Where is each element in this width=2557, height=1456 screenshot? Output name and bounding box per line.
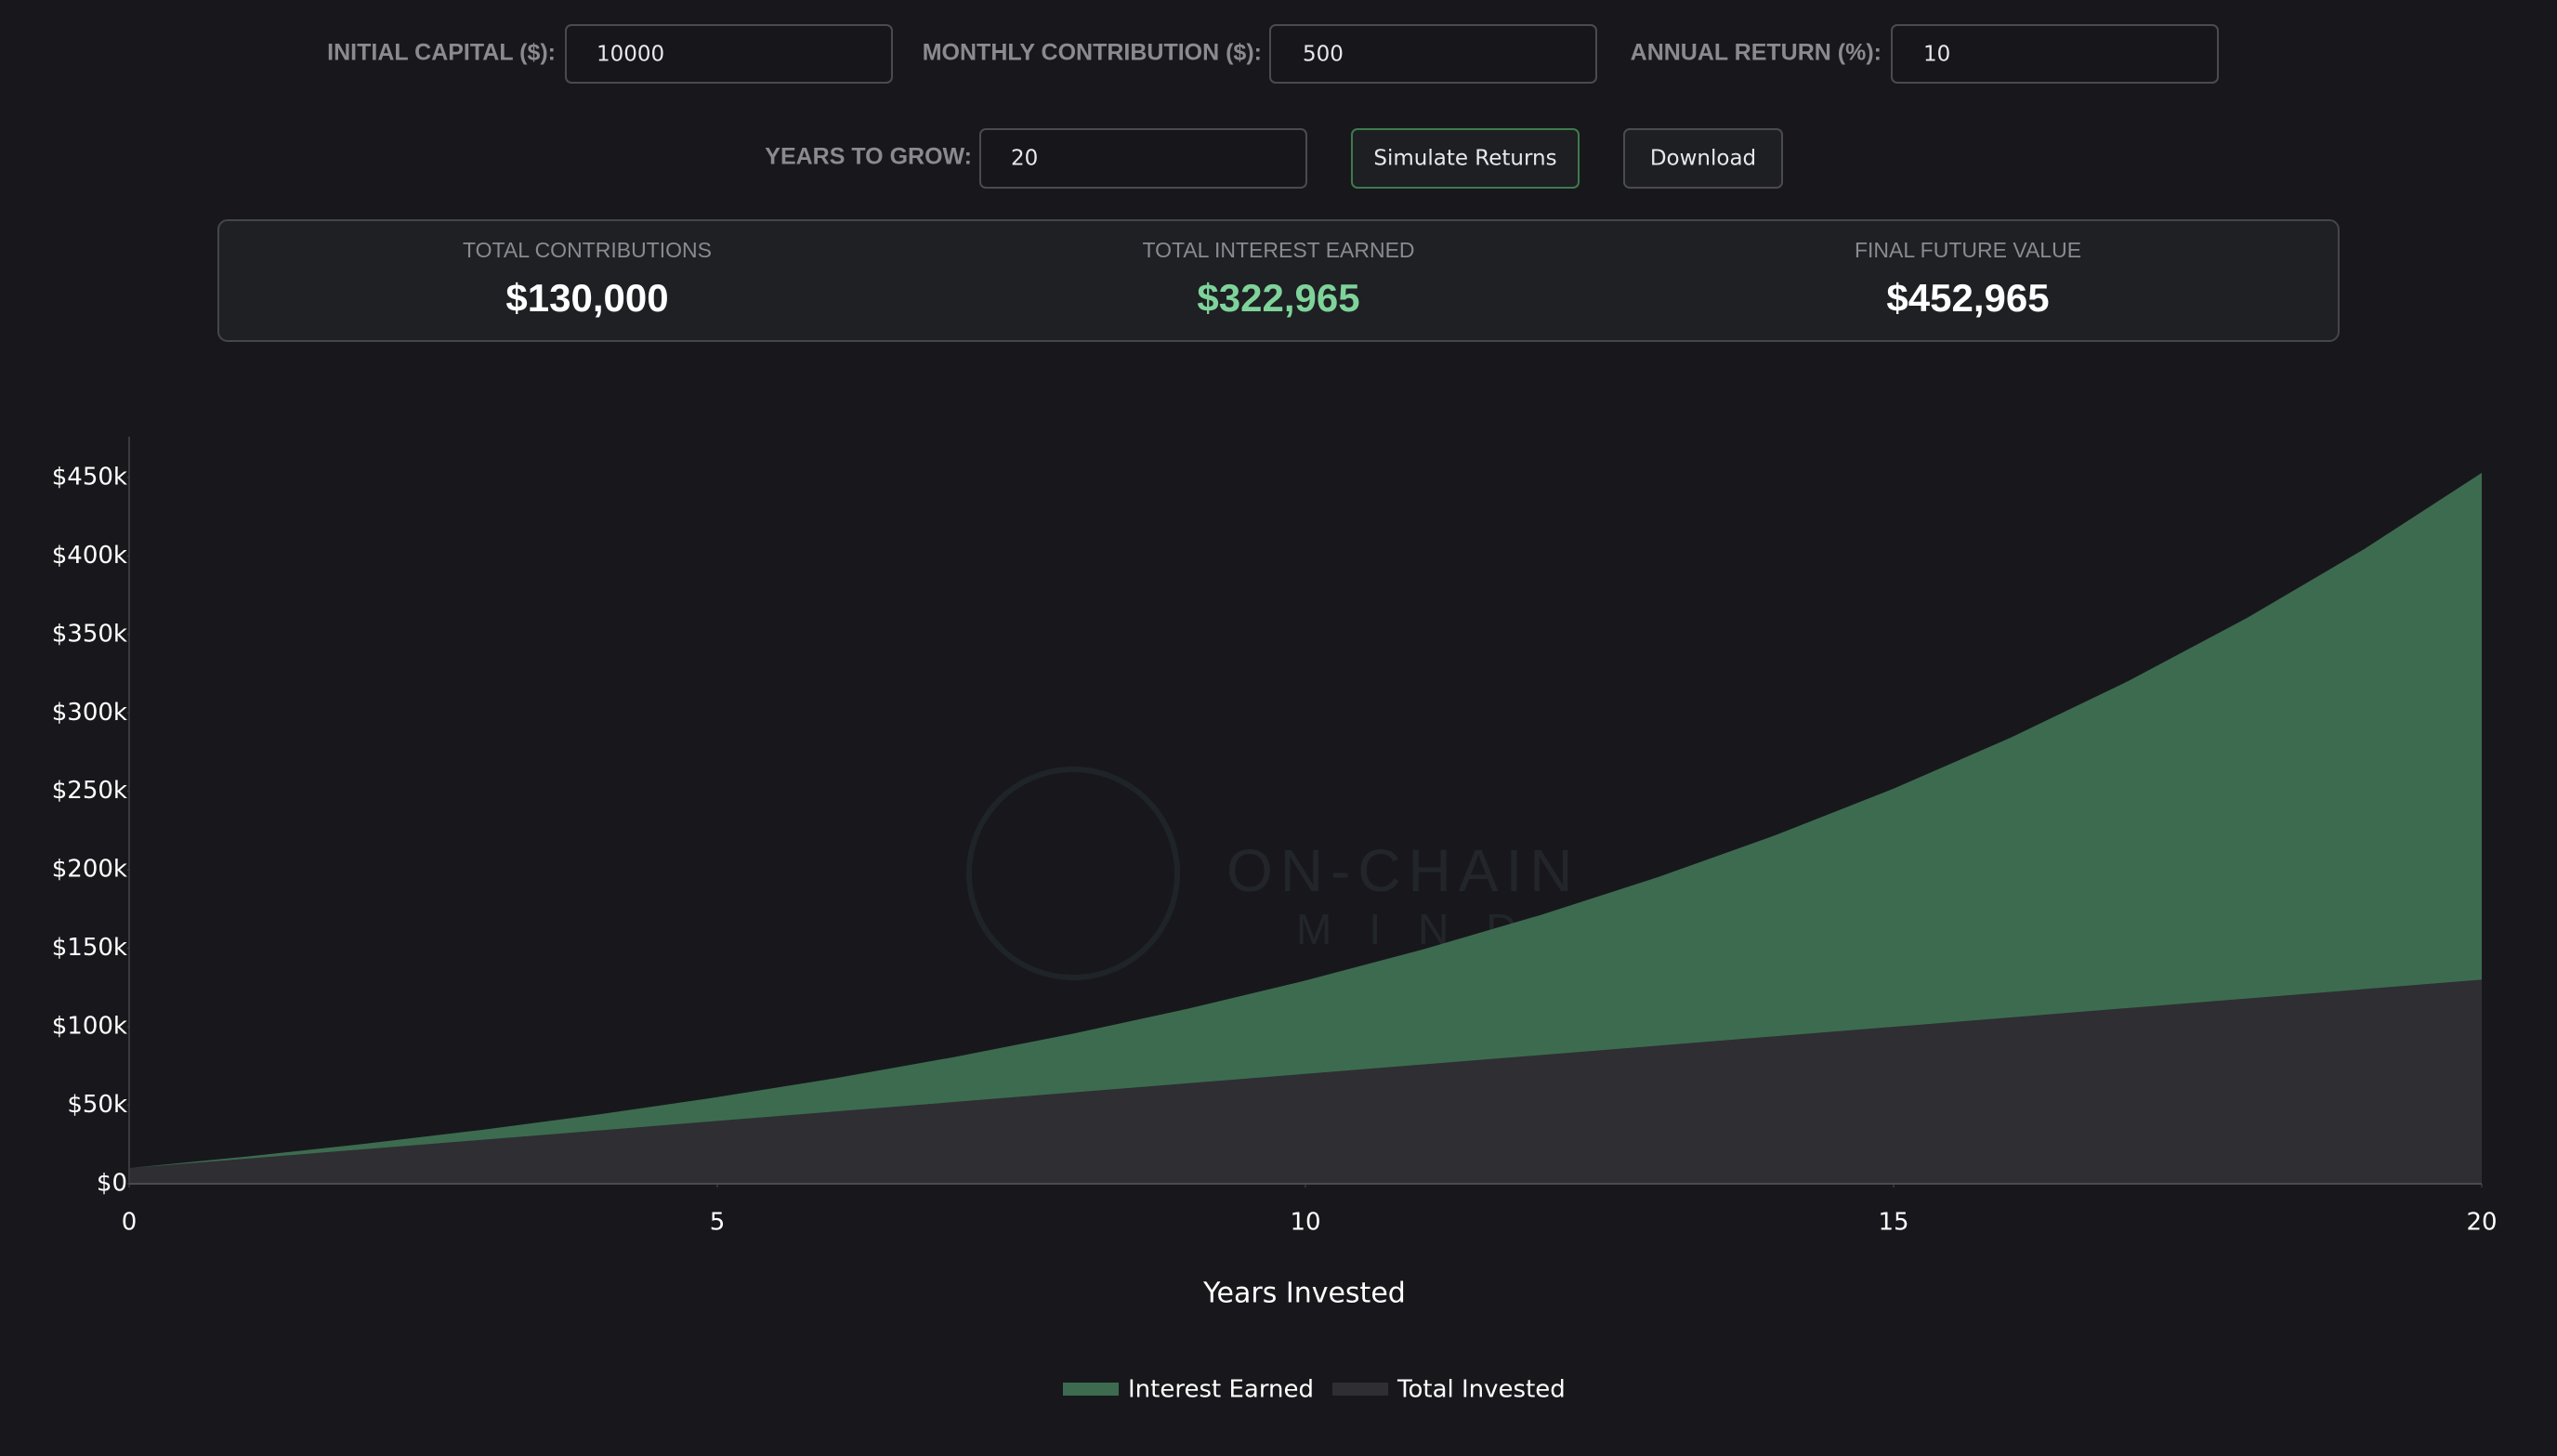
y-tick-label: $100k [52, 1013, 127, 1041]
watermark-logo [966, 767, 1180, 980]
field-label: INITIAL CAPITAL ($): [327, 40, 556, 66]
field-label: YEARS TO GROW: [765, 144, 972, 170]
text-input[interactable]: 10000 [565, 24, 893, 84]
x-axis-title: Years Invested [1202, 1278, 1406, 1310]
legend-item: Total Invested [1332, 1376, 1566, 1404]
x-tick-label: 15 [1878, 1209, 1908, 1237]
legend-swatch [1332, 1383, 1389, 1396]
y-tick-label: $450k [52, 463, 127, 491]
x-tick-label: 10 [1290, 1209, 1320, 1237]
simulate-button[interactable]: Simulate Returns [1351, 128, 1580, 189]
legend-label: Total Invested [1397, 1376, 1566, 1404]
text-input[interactable]: 500 [1269, 24, 1597, 84]
y-tick-label: $300k [52, 699, 127, 727]
x-tick-label: 5 [710, 1209, 726, 1237]
area [129, 979, 2482, 1184]
input-value: 10000 [597, 43, 664, 67]
input-value: 20 [1011, 147, 1038, 171]
x-tick-label: 0 [122, 1209, 138, 1237]
text-input[interactable]: 20 [979, 128, 1307, 189]
y-tick-label: $200k [52, 856, 127, 884]
y-tick-label: $50k [67, 1091, 127, 1119]
area [129, 472, 2482, 1169]
y-tick-label: $400k [52, 542, 127, 570]
summary-label: FINAL FUTURE VALUE [1855, 238, 2081, 262]
input-value: 10 [1923, 43, 1950, 67]
input-value: 500 [1303, 43, 1344, 67]
summary-value: $452,965 [1886, 276, 2049, 320]
button-label: Simulate Returns [1373, 147, 1556, 171]
y-tick-label: $350k [52, 620, 127, 648]
summary-label: TOTAL INTEREST EARNED [1142, 238, 1414, 262]
watermark: ON-CHAIN [1226, 837, 1580, 904]
summary-panel [217, 219, 2340, 342]
field-label: MONTHLY CONTRIBUTION ($): [923, 40, 1262, 66]
summary-label: TOTAL CONTRIBUTIONS [463, 238, 712, 262]
legend-swatch [1063, 1383, 1119, 1396]
download-button[interactable]: Download [1623, 128, 1783, 189]
text-input[interactable]: 10 [1891, 24, 2219, 84]
field-label: ANNUAL RETURN (%): [1631, 40, 1882, 66]
summary-value: $130,000 [505, 276, 668, 320]
y-tick-label: $0 [97, 1170, 127, 1198]
button-label: Download [1650, 147, 1756, 171]
legend-label: Interest Earned [1128, 1376, 1314, 1404]
y-tick-label: $250k [52, 777, 127, 805]
legend-item: Interest Earned [1063, 1376, 1314, 1404]
x-tick-label: 20 [2466, 1209, 2497, 1237]
summary-value: $322,965 [1197, 276, 1359, 320]
y-tick-label: $150k [52, 934, 127, 962]
